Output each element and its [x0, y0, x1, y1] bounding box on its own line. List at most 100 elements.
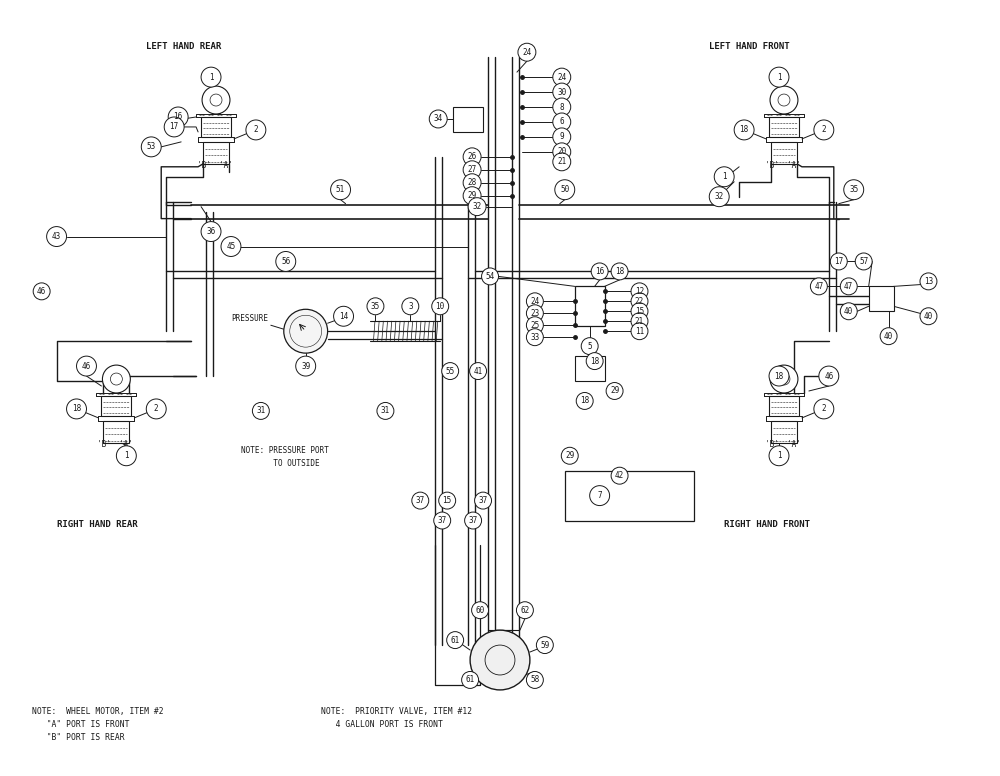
Text: 32: 32 [472, 203, 482, 211]
Circle shape [221, 237, 241, 257]
Circle shape [631, 313, 648, 330]
Circle shape [606, 383, 623, 400]
Bar [565, 471, 694, 521]
Circle shape [555, 180, 575, 199]
Circle shape [246, 120, 266, 140]
Text: 40: 40 [924, 312, 933, 320]
Circle shape [553, 128, 571, 146]
Text: 57: 57 [859, 257, 868, 266]
Bar [769, 396, 799, 416]
Circle shape [526, 329, 543, 345]
Circle shape [553, 113, 571, 131]
Circle shape [168, 107, 188, 127]
Text: LEFT HAND FRONT: LEFT HAND FRONT [709, 42, 790, 51]
Circle shape [553, 98, 571, 116]
Circle shape [631, 323, 648, 340]
Circle shape [516, 601, 533, 618]
Circle shape [819, 366, 839, 386]
Bar [203, 142, 229, 164]
Circle shape [377, 403, 394, 419]
Text: 14: 14 [339, 312, 348, 320]
Text: 1: 1 [209, 73, 213, 81]
Text: 43: 43 [52, 232, 61, 241]
Text: 29: 29 [565, 452, 574, 460]
Circle shape [855, 253, 872, 270]
Text: 40: 40 [844, 307, 853, 316]
Circle shape [590, 486, 610, 506]
Text: 55: 55 [446, 366, 455, 376]
Circle shape [553, 143, 571, 161]
Circle shape [252, 403, 269, 419]
Text: PRESSURE: PRESSURE [231, 314, 268, 324]
Text: 2: 2 [154, 404, 159, 414]
Circle shape [631, 283, 648, 300]
Text: 'A': 'A' [119, 440, 133, 449]
Circle shape [463, 161, 481, 178]
Circle shape [553, 153, 571, 171]
Circle shape [468, 198, 486, 216]
Circle shape [518, 43, 536, 61]
Circle shape [442, 362, 459, 379]
Text: 31: 31 [256, 407, 265, 415]
Circle shape [561, 447, 578, 464]
Circle shape [77, 356, 96, 376]
Circle shape [296, 356, 316, 376]
Text: 'A': 'A' [787, 161, 801, 170]
Circle shape [844, 180, 864, 199]
Circle shape [840, 278, 857, 295]
Circle shape [840, 303, 857, 320]
Circle shape [463, 148, 481, 166]
Circle shape [116, 445, 136, 466]
Text: 35: 35 [849, 185, 858, 194]
Circle shape [331, 180, 351, 199]
Circle shape [714, 167, 734, 187]
Circle shape [462, 671, 479, 688]
Text: 53: 53 [147, 142, 156, 151]
Circle shape [472, 601, 489, 618]
Text: 10: 10 [436, 302, 445, 311]
Text: 24: 24 [530, 296, 539, 306]
Text: 24: 24 [557, 73, 566, 81]
Text: 11: 11 [635, 327, 644, 336]
Circle shape [709, 187, 729, 206]
Text: 21: 21 [557, 158, 566, 166]
Text: 20: 20 [557, 147, 566, 156]
Text: 'B': 'B' [765, 161, 779, 170]
Circle shape [33, 283, 50, 300]
Bar [201, 117, 231, 137]
Text: 51: 51 [336, 185, 345, 194]
Circle shape [202, 86, 230, 114]
FancyBboxPatch shape [869, 286, 894, 311]
Text: NOTE: PRESSURE PORT
       TO OUTSIDE: NOTE: PRESSURE PORT TO OUTSIDE [241, 445, 329, 468]
Circle shape [402, 298, 419, 315]
Circle shape [463, 174, 481, 192]
Text: 2: 2 [254, 126, 258, 134]
Text: 50: 50 [560, 185, 569, 194]
Circle shape [102, 365, 130, 393]
Circle shape [526, 317, 543, 334]
Text: 1: 1 [124, 452, 129, 460]
Circle shape [769, 445, 789, 466]
Circle shape [591, 263, 608, 280]
Text: 31: 31 [381, 407, 390, 415]
Text: 16: 16 [595, 267, 604, 276]
Bar [453, 107, 483, 132]
Text: 1: 1 [777, 73, 781, 81]
Text: 26: 26 [467, 152, 477, 161]
Text: RIGHT HAND FRONT: RIGHT HAND FRONT [724, 521, 810, 529]
Circle shape [553, 83, 571, 101]
Text: 45: 45 [226, 242, 236, 251]
Text: 17: 17 [834, 257, 843, 266]
Text: 40: 40 [884, 331, 893, 341]
Circle shape [880, 327, 897, 345]
Text: 37: 37 [468, 516, 478, 525]
Circle shape [536, 636, 553, 653]
Text: 60: 60 [475, 606, 485, 615]
Circle shape [526, 671, 543, 688]
Circle shape [769, 366, 789, 386]
Text: 5: 5 [587, 341, 592, 351]
Circle shape [141, 137, 161, 157]
Circle shape [439, 492, 456, 509]
Bar [101, 396, 131, 416]
Circle shape [770, 86, 798, 114]
